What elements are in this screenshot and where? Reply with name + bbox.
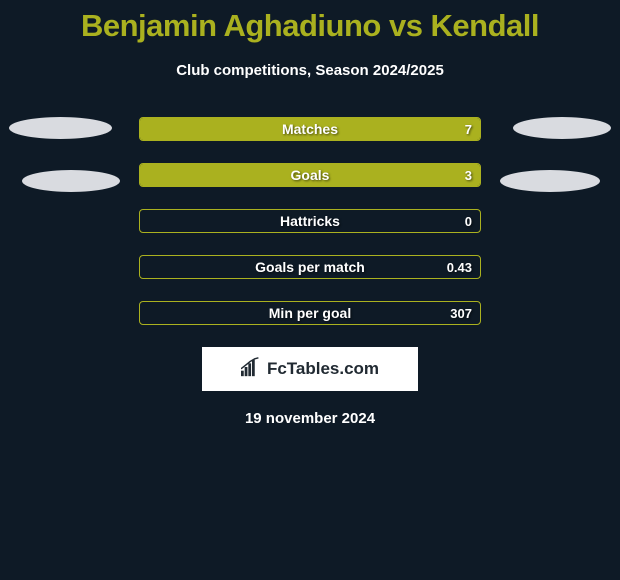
bar-row: Min per goal307 bbox=[139, 301, 481, 325]
logo-icon bbox=[241, 357, 263, 382]
bar-value: 7 bbox=[465, 118, 472, 140]
page-title: Benjamin Aghadiuno vs Kendall bbox=[0, 0, 620, 44]
logo-text: FcTables.com bbox=[267, 359, 379, 379]
comparison-chart: Matches7Goals3Hattricks0Goals per match0… bbox=[0, 117, 620, 327]
avatar-placeholder-left-2 bbox=[22, 170, 120, 192]
bar-label: Matches bbox=[140, 118, 480, 140]
bar-label: Min per goal bbox=[140, 302, 480, 324]
bar-row: Matches7 bbox=[139, 117, 481, 141]
bar-row: Goals3 bbox=[139, 163, 481, 187]
bar-value: 0 bbox=[465, 210, 472, 232]
avatar-placeholder-right-1 bbox=[513, 117, 611, 139]
bar-label: Goals bbox=[140, 164, 480, 186]
subtitle: Club competitions, Season 2024/2025 bbox=[0, 62, 620, 79]
bar-value: 0.43 bbox=[447, 256, 472, 278]
bar-label: Hattricks bbox=[140, 210, 480, 232]
bar-row: Hattricks0 bbox=[139, 209, 481, 233]
date-text: 19 november 2024 bbox=[0, 410, 620, 427]
bars-container: Matches7Goals3Hattricks0Goals per match0… bbox=[139, 117, 481, 347]
bar-label: Goals per match bbox=[140, 256, 480, 278]
logo-box: FcTables.com bbox=[202, 347, 418, 391]
bar-value: 3 bbox=[465, 164, 472, 186]
avatar-placeholder-left-1 bbox=[9, 117, 112, 139]
avatar-placeholder-right-2 bbox=[500, 170, 600, 192]
bar-value: 307 bbox=[450, 302, 472, 324]
bar-row: Goals per match0.43 bbox=[139, 255, 481, 279]
